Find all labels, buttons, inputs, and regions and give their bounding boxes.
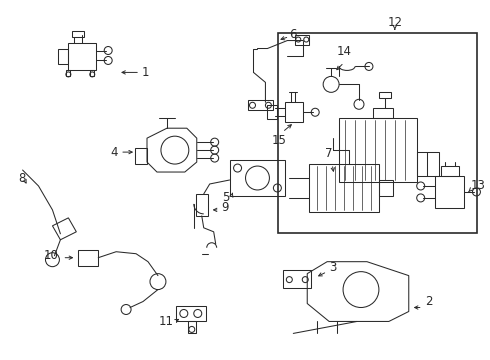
Text: 13: 13	[470, 180, 485, 193]
Text: 6: 6	[289, 28, 297, 41]
Text: 11: 11	[159, 315, 174, 328]
Bar	[268, 105, 277, 119]
Text: 5: 5	[222, 192, 230, 204]
Text: 12: 12	[387, 16, 402, 29]
Bar	[278, 32, 477, 233]
Text: 14: 14	[337, 45, 351, 58]
Text: 15: 15	[272, 134, 287, 147]
Bar	[135, 148, 147, 164]
Text: 3: 3	[329, 261, 337, 274]
Text: 4: 4	[111, 145, 118, 159]
Bar	[73, 31, 84, 37]
Text: 10: 10	[44, 249, 58, 262]
Text: 7: 7	[325, 147, 333, 160]
Text: 8: 8	[19, 171, 26, 185]
Text: 1: 1	[142, 66, 149, 79]
Text: 9: 9	[221, 201, 229, 215]
Text: 2: 2	[425, 295, 432, 308]
